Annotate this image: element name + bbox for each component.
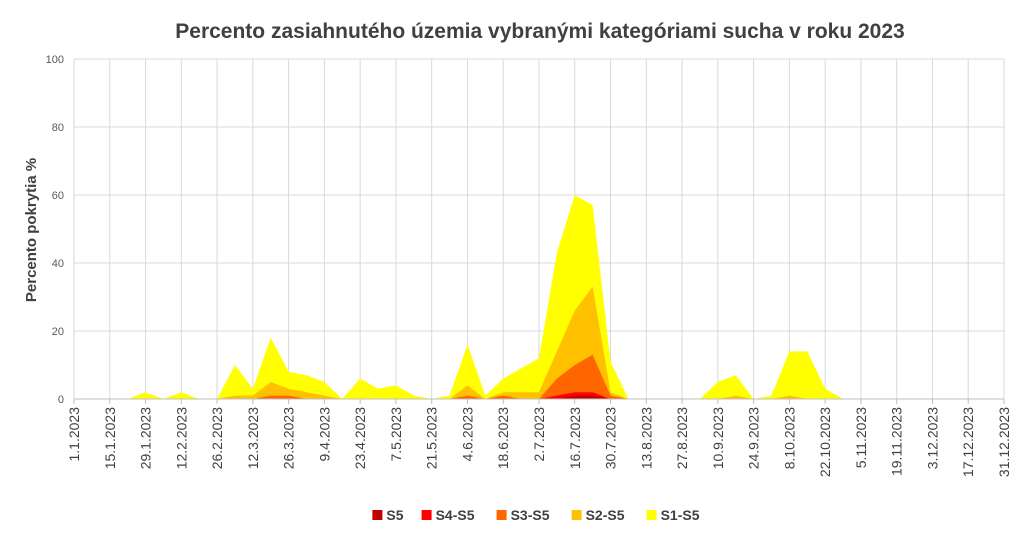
x-tick-label: 31.12.2023 xyxy=(996,407,1012,477)
x-tick-label: 22.10.2023 xyxy=(817,407,833,477)
y-tick-label: 60 xyxy=(52,190,64,202)
x-tick-label: 4.6.2023 xyxy=(459,407,475,462)
x-tick-label: 10.9.2023 xyxy=(710,407,726,469)
legend: S5 S4-S5 S3-S5 S2-S5 S1-S5 xyxy=(372,507,700,523)
x-tick-label: 9.4.2023 xyxy=(316,407,332,462)
legend-item-s4-s5: S4-S5 xyxy=(421,507,475,523)
y-tick-label: 80 xyxy=(52,122,64,134)
x-tick-label: 5.11.2023 xyxy=(853,407,869,468)
legend-swatch xyxy=(372,510,383,520)
x-tick-label: 7.5.2023 xyxy=(388,407,404,462)
legend-item-s1-s5: S1-S5 xyxy=(646,507,700,523)
x-tick-label: 13.8.2023 xyxy=(638,407,654,469)
x-tick-label: 23.4.2023 xyxy=(352,407,368,469)
x-tick-label: 26.3.2023 xyxy=(281,407,297,469)
x-tick-label: 19.11.2023 xyxy=(889,407,905,476)
y-tick-label: 40 xyxy=(52,258,64,270)
legend-label: S3-S5 xyxy=(511,507,550,523)
legend-swatch xyxy=(571,510,582,520)
legend-label: S5 xyxy=(386,507,403,523)
x-tick-label: 15.1.2023 xyxy=(102,407,118,469)
x-tick-label: 30.7.2023 xyxy=(603,407,619,469)
x-tick-label: 2.7.2023 xyxy=(531,407,547,462)
y-tick-label: 100 xyxy=(46,54,64,66)
x-tick-label: 17.12.2023 xyxy=(960,407,976,477)
legend-label: S4-S5 xyxy=(436,507,475,523)
legend-item-s3-s5: S3-S5 xyxy=(496,507,550,523)
area-s1-s5 xyxy=(74,195,1004,399)
x-tick-label: 3.12.2023 xyxy=(924,407,940,469)
y-axis-label: Percento pokrytia % xyxy=(23,158,40,302)
x-tick-label: 18.6.2023 xyxy=(495,407,511,469)
y-tick-label: 20 xyxy=(52,326,64,338)
x-tick-label: 1.1.2023 xyxy=(66,407,82,462)
x-tick-label: 27.8.2023 xyxy=(674,407,690,469)
legend-label: S2-S5 xyxy=(586,507,625,523)
x-tick-label: 21.5.2023 xyxy=(424,407,440,469)
y-tick-label: 0 xyxy=(58,394,64,406)
x-tick-label: 26.2.2023 xyxy=(209,407,225,469)
x-tick-label: 12.3.2023 xyxy=(245,407,261,469)
legend-item-s5: S5 xyxy=(372,507,404,523)
gridlines xyxy=(73,58,1005,400)
chart-title: Percento zasiahnutého územia vybranými k… xyxy=(175,20,904,43)
legend-swatch xyxy=(496,510,507,520)
legend-swatch xyxy=(421,510,432,520)
legend-label: S1-S5 xyxy=(661,507,700,523)
x-tick-label: 29.1.2023 xyxy=(138,407,154,469)
x-tick-label: 24.9.2023 xyxy=(746,407,762,469)
legend-swatch xyxy=(646,510,657,520)
x-tick-label: 12.2.2023 xyxy=(173,407,189,469)
x-tick-label: 16.7.2023 xyxy=(567,407,583,469)
legend-item-s2-s5: S2-S5 xyxy=(571,507,625,523)
x-tick-label: 8.10.2023 xyxy=(781,407,797,469)
plot-areas xyxy=(74,195,1004,399)
axes: 0 20 40 60 80 100 1.1.2023 15.1.2023 29.1.2023 12… xyxy=(46,54,1012,477)
